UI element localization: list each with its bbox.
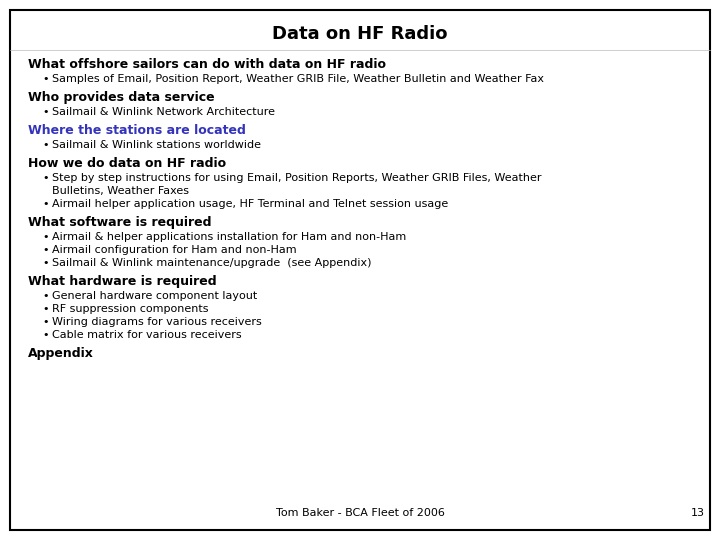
Text: •: • xyxy=(42,258,48,268)
Text: Samples of Email, Position Report, Weather GRIB File, Weather Bulletin and Weath: Samples of Email, Position Report, Weath… xyxy=(52,74,544,84)
Text: •: • xyxy=(42,140,48,150)
Text: Sailmail & Winlink Network Architecture: Sailmail & Winlink Network Architecture xyxy=(52,107,275,117)
Text: Where the stations are located: Where the stations are located xyxy=(28,124,246,137)
Text: •: • xyxy=(42,317,48,327)
Text: •: • xyxy=(42,330,48,340)
Text: •: • xyxy=(42,232,48,242)
Text: What software is required: What software is required xyxy=(28,216,212,229)
Text: •: • xyxy=(42,291,48,301)
Text: 13: 13 xyxy=(691,508,705,518)
Text: RF suppression components: RF suppression components xyxy=(52,304,209,314)
Text: Airmail & helper applications installation for Ham and non-Ham: Airmail & helper applications installati… xyxy=(52,232,406,242)
FancyBboxPatch shape xyxy=(10,10,710,530)
Text: •: • xyxy=(42,107,48,117)
Text: Who provides data service: Who provides data service xyxy=(28,91,215,104)
Text: Appendix: Appendix xyxy=(28,347,94,360)
Text: What hardware is required: What hardware is required xyxy=(28,275,217,288)
Text: Sailmail & Winlink maintenance/upgrade  (see Appendix): Sailmail & Winlink maintenance/upgrade (… xyxy=(52,258,372,268)
Text: Data on HF Radio: Data on HF Radio xyxy=(272,25,448,43)
Text: How we do data on HF radio: How we do data on HF radio xyxy=(28,157,226,170)
Text: •: • xyxy=(42,199,48,209)
Text: What offshore sailors can do with data on HF radio: What offshore sailors can do with data o… xyxy=(28,58,386,71)
Text: Wiring diagrams for various receivers: Wiring diagrams for various receivers xyxy=(52,317,262,327)
Text: Cable matrix for various receivers: Cable matrix for various receivers xyxy=(52,330,242,340)
Text: Bulletins, Weather Faxes: Bulletins, Weather Faxes xyxy=(52,186,189,196)
Text: Step by step instructions for using Email, Position Reports, Weather GRIB Files,: Step by step instructions for using Emai… xyxy=(52,173,541,183)
Text: •: • xyxy=(42,304,48,314)
Text: Sailmail & Winlink stations worldwide: Sailmail & Winlink stations worldwide xyxy=(52,140,261,150)
Text: •: • xyxy=(42,74,48,84)
Text: Tom Baker - BCA Fleet of 2006: Tom Baker - BCA Fleet of 2006 xyxy=(276,508,444,518)
Text: •: • xyxy=(42,245,48,255)
Text: Airmail helper application usage, HF Terminal and Telnet session usage: Airmail helper application usage, HF Ter… xyxy=(52,199,449,209)
Text: General hardware component layout: General hardware component layout xyxy=(52,291,257,301)
Text: Airmail configuration for Ham and non-Ham: Airmail configuration for Ham and non-Ha… xyxy=(52,245,297,255)
Text: •: • xyxy=(42,173,48,183)
